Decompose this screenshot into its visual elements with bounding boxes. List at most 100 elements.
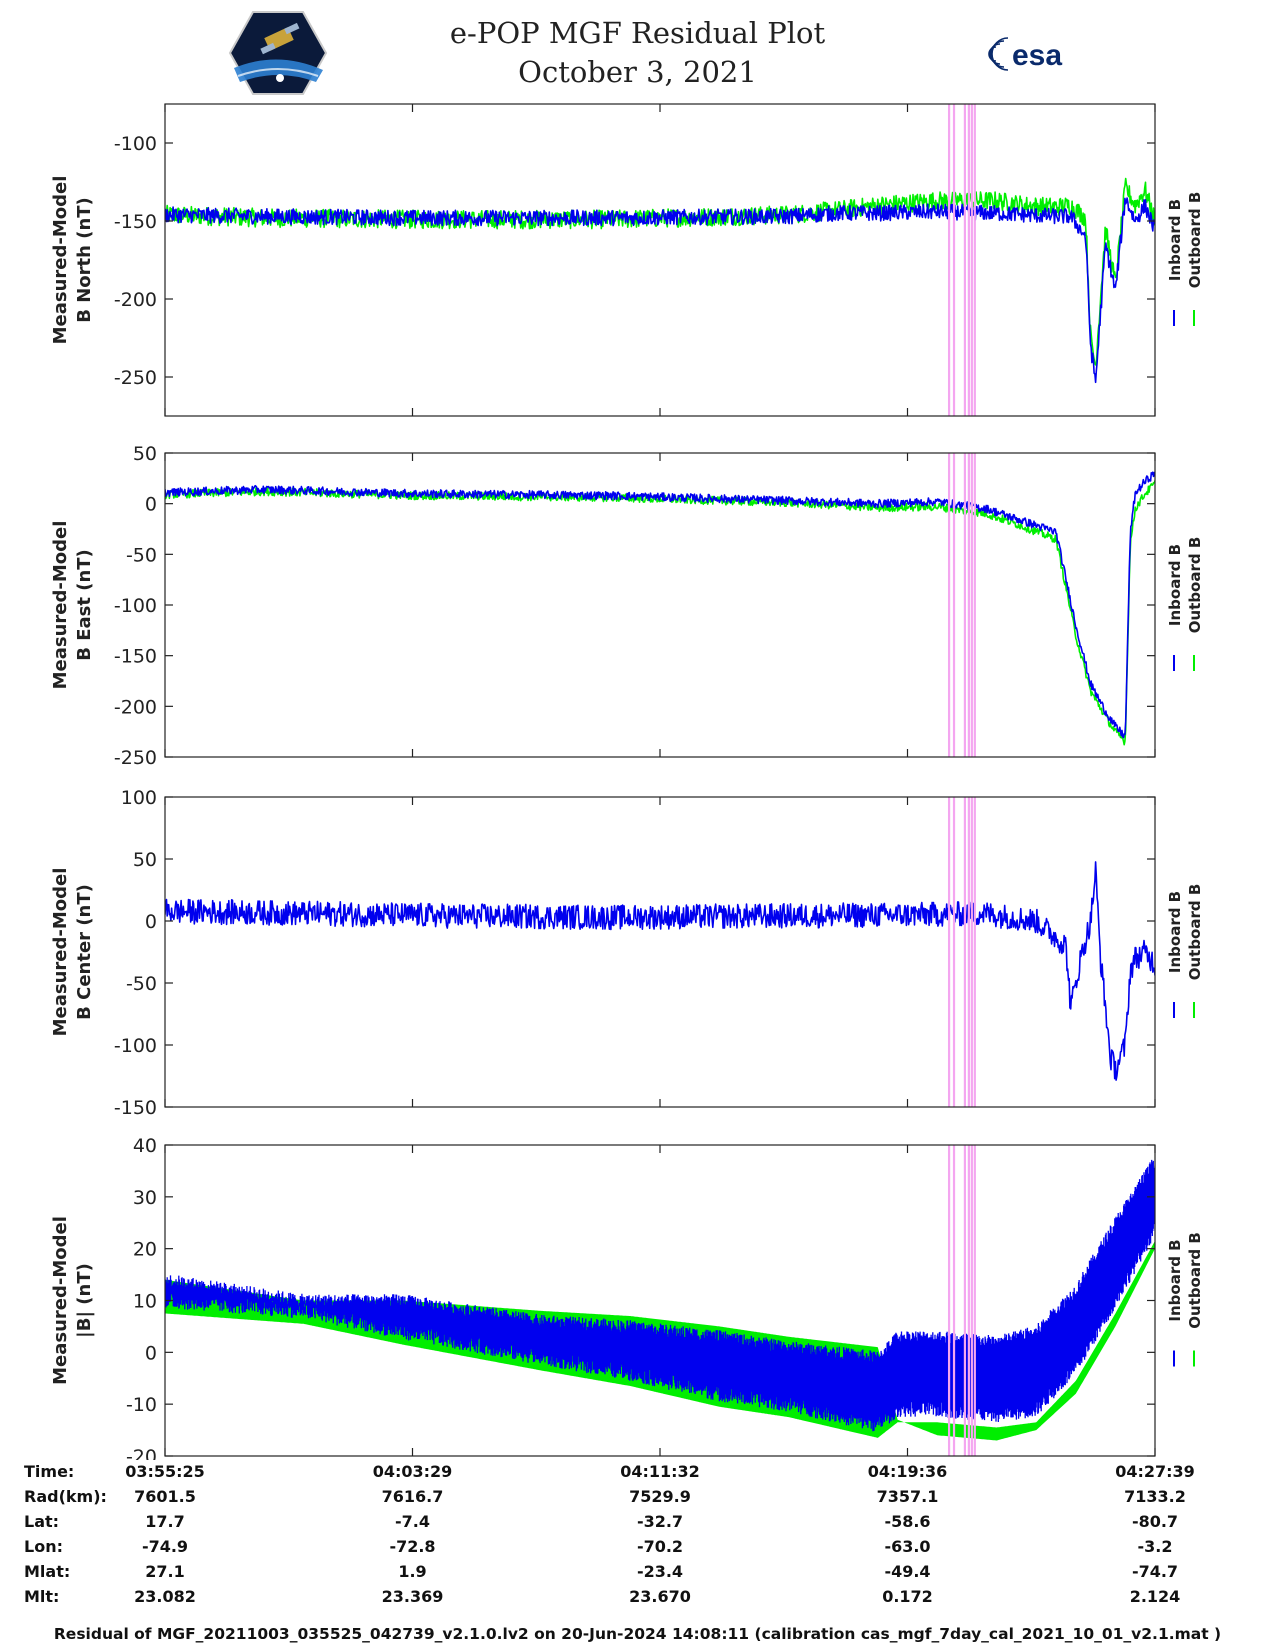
y-tick-label: 10 [133, 1291, 157, 1313]
y-tick-label: -200 [114, 289, 157, 311]
legend-total: Inboard B Outboard B [1166, 1232, 1204, 1367]
info-cell: -74.9 [141, 1537, 189, 1556]
y-tick-label: 0 [145, 494, 157, 516]
y-tick-label: -50 [126, 544, 157, 566]
y-tick-label: -250 [114, 747, 157, 769]
legend-label-inboard: Inboard B [1166, 199, 1184, 281]
info-cell: 23.369 [381, 1587, 444, 1606]
series-group-center [165, 861, 1155, 1081]
axes-frame-north [164, 103, 1156, 417]
cassiope-logo [228, 11, 328, 95]
y-tick-label: -200 [114, 696, 157, 718]
y-tick-label: -20 [126, 1446, 157, 1460]
y-tick-label: -250 [114, 367, 157, 389]
series-inboard-north [165, 197, 1155, 384]
info-cell: 04:19:36 [867, 1462, 948, 1481]
info-cell: 17.7 [145, 1512, 185, 1531]
info-cell: -32.7 [636, 1512, 684, 1531]
info-cell: -3.2 [1137, 1537, 1173, 1556]
info-cell: -80.7 [1131, 1512, 1179, 1531]
y-axis-label-line-2: B Center (nT) [74, 884, 95, 1020]
info-cell: 04:11:32 [620, 1462, 700, 1481]
series-inboard-center [165, 861, 1155, 1081]
info-cell: 7601.5 [134, 1487, 196, 1506]
info-row: Lat: 17.7 -7.4 -32.7 -58.6 -80.7 [0, 1512, 1275, 1536]
info-cell: -7.4 [395, 1512, 430, 1531]
legend-label-inboard: Inboard B [1166, 544, 1184, 626]
y-tick-label: -150 [114, 646, 157, 668]
legend-label-outboard: Outboard B [1186, 1232, 1204, 1329]
legend-north: Inboard B Outboard B [1166, 192, 1204, 326]
legend-label-outboard: Outboard B [1186, 884, 1204, 981]
legend-label-inboard: Inboard B [1166, 1239, 1184, 1321]
info-row-label: Mlat: [24, 1562, 71, 1581]
y-tick-label: 0 [145, 911, 157, 933]
panel-north: -100 -150 -200 -250 Measured-Model B North (n… [50, 103, 1204, 417]
y-tick-label: -100 [114, 595, 157, 617]
panel-total: 40 30 20 10 0 -10 -20 Measured-Model |B| (nT) Inb… [50, 1135, 1204, 1460]
panel-center: 100 50 0 -50 -100 -150 Measured-Model B Center … [50, 787, 1204, 1119]
info-cell: 7133.2 [1124, 1487, 1186, 1506]
footer-caption: Residual of MGF_20211003_035525_042739_v… [53, 1625, 1222, 1643]
info-row-label: Rad(km): [24, 1487, 107, 1506]
info-cell: -72.8 [389, 1537, 436, 1556]
y-tick-label: -100 [114, 1035, 157, 1057]
info-row: Time: 03:55:25 04:03:29 04:11:32 04:19:36 04:… [0, 1462, 1275, 1486]
y-axis-label-line-2: B East (nT) [74, 549, 95, 661]
info-cell: 0.172 [882, 1587, 933, 1606]
info-row-label: Time: [24, 1462, 75, 1481]
panel-east: 50 0 -50 -100 -150 -200 -250 Measured-Model B Ea… [50, 443, 1204, 769]
info-cell: 7357.1 [876, 1487, 939, 1506]
y-axis-label-line-2: |B| (nT) [74, 1263, 95, 1338]
info-cell: 1.9 [398, 1562, 427, 1581]
info-cell: 23.082 [134, 1587, 196, 1606]
info-cell: 7529.9 [629, 1487, 691, 1506]
series-inboard-east [165, 471, 1155, 739]
info-cell: 23.670 [629, 1587, 691, 1606]
info-row-label: Mlt: [24, 1587, 60, 1606]
series-group-north [165, 177, 1155, 384]
legend-east: Inboard B Outboard B [1166, 537, 1204, 671]
info-cell: -63.0 [884, 1537, 931, 1556]
info-cell: 7616.7 [381, 1487, 444, 1506]
y-axis-label-line-1: Measured-Model [50, 868, 71, 1037]
y-tick-label: 20 [133, 1239, 157, 1261]
plot-title: e-POP MGF Residual Plot October 3, 2021 [0, 14, 1275, 92]
info-cell: -58.6 [884, 1512, 931, 1531]
info-cell: 2.124 [1129, 1587, 1181, 1606]
y-axis-label-east: Measured-Model B East (nT) [50, 521, 95, 690]
legend-label-outboard: Outboard B [1186, 537, 1204, 634]
info-row: Mlat: 27.1 1.9 -23.4 -49.4 -74.7 [0, 1562, 1275, 1586]
title-line-2: October 3, 2021 [518, 55, 757, 89]
series-outboard-east [165, 480, 1155, 746]
y-tick-label: 30 [133, 1187, 157, 1209]
y-axis-label-center: Measured-Model B Center (nT) [50, 868, 95, 1037]
info-cell: 03:55:25 [125, 1462, 205, 1481]
info-cell: 04:27:39 [1115, 1462, 1195, 1481]
esa-logo: esa [988, 37, 1062, 72]
legend-label-inboard: Inboard B [1166, 891, 1184, 973]
info-cell: -74.7 [1131, 1562, 1179, 1581]
legend-center: Inboard B Outboard B [1166, 884, 1204, 1018]
y-tick-label: -50 [126, 973, 157, 995]
info-cell: 04:03:29 [372, 1462, 453, 1481]
info-cell: -23.4 [636, 1562, 684, 1581]
y-tick-label: -10 [126, 1394, 157, 1416]
y-tick-label: 50 [133, 443, 157, 465]
info-row: Rad(km): 7601.5 7616.7 7529.9 7357.1 7133.2 [0, 1487, 1275, 1511]
info-row: Mlt: 23.082 23.369 23.670 0.172 2.124 [0, 1587, 1275, 1611]
series-group-total [165, 1159, 1155, 1441]
y-tick-label: 0 [145, 1342, 157, 1364]
y-axis-label-total: Measured-Model |B| (nT) [50, 1216, 95, 1385]
y-tick-label: 40 [133, 1135, 157, 1157]
orbit-info-table: Time: 03:55:25 04:03:29 04:11:32 04:19:36 04:… [0, 1462, 1275, 1622]
legend-label-outboard: Outboard B [1186, 192, 1204, 289]
info-cell: 27.1 [145, 1562, 185, 1581]
y-axis-label-line-1: Measured-Model [50, 1216, 71, 1385]
y-axis-label-line-1: Measured-Model [50, 521, 71, 690]
series-inboard-total [165, 1159, 1155, 1432]
esa-logo-text: esa [1012, 39, 1062, 72]
info-cell: -70.2 [636, 1537, 684, 1556]
y-axis-label-line-2: B North (nT) [74, 197, 95, 323]
